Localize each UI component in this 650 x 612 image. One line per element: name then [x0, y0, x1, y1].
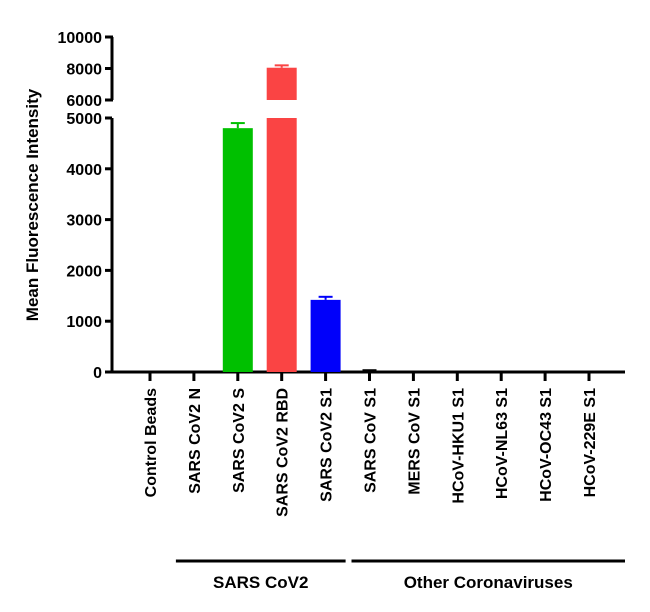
group-label: Other Coronaviruses	[404, 573, 573, 592]
bar	[354, 370, 385, 372]
y-tick-label: 4000	[66, 162, 102, 179]
bar-upper	[266, 67, 297, 100]
y-tick-label: 8000	[66, 62, 102, 79]
x-tick-label: SARS CoV S1	[363, 388, 380, 493]
x-tick-label: SARS CoV2 S1	[319, 388, 336, 502]
bar	[266, 118, 297, 372]
y-tick-label: 1000	[66, 314, 102, 331]
y-tick-label: 2000	[66, 263, 102, 280]
x-tick-label: SARS CoV2 RBD	[275, 388, 292, 517]
group-label: SARS CoV2	[213, 573, 308, 592]
x-tick-label: SARS CoV2 S	[231, 388, 248, 493]
y-tick-label: 6000	[66, 93, 102, 110]
y-tick-label: 0	[93, 365, 102, 382]
x-tick-label: SARS CoV2 N	[187, 388, 204, 494]
y-tick-label: 5000	[66, 111, 102, 128]
bar	[222, 128, 253, 372]
y-tick-label: 3000	[66, 213, 102, 230]
bar	[310, 299, 341, 372]
y-axis-label: Mean Fluorescence Intensity	[23, 88, 42, 321]
y-tick-label: 10000	[58, 30, 103, 47]
x-tick-label: HCoV-OC43 S1	[538, 388, 555, 502]
x-tick-label: HCoV-229E S1	[582, 388, 599, 497]
x-tick-label: Control Beads	[143, 388, 160, 497]
x-tick-label: HCoV-HKU1 S1	[450, 388, 467, 504]
x-tick-label: MERS CoV S1	[406, 388, 423, 495]
x-tick-label: HCoV-NL63 S1	[494, 388, 511, 499]
